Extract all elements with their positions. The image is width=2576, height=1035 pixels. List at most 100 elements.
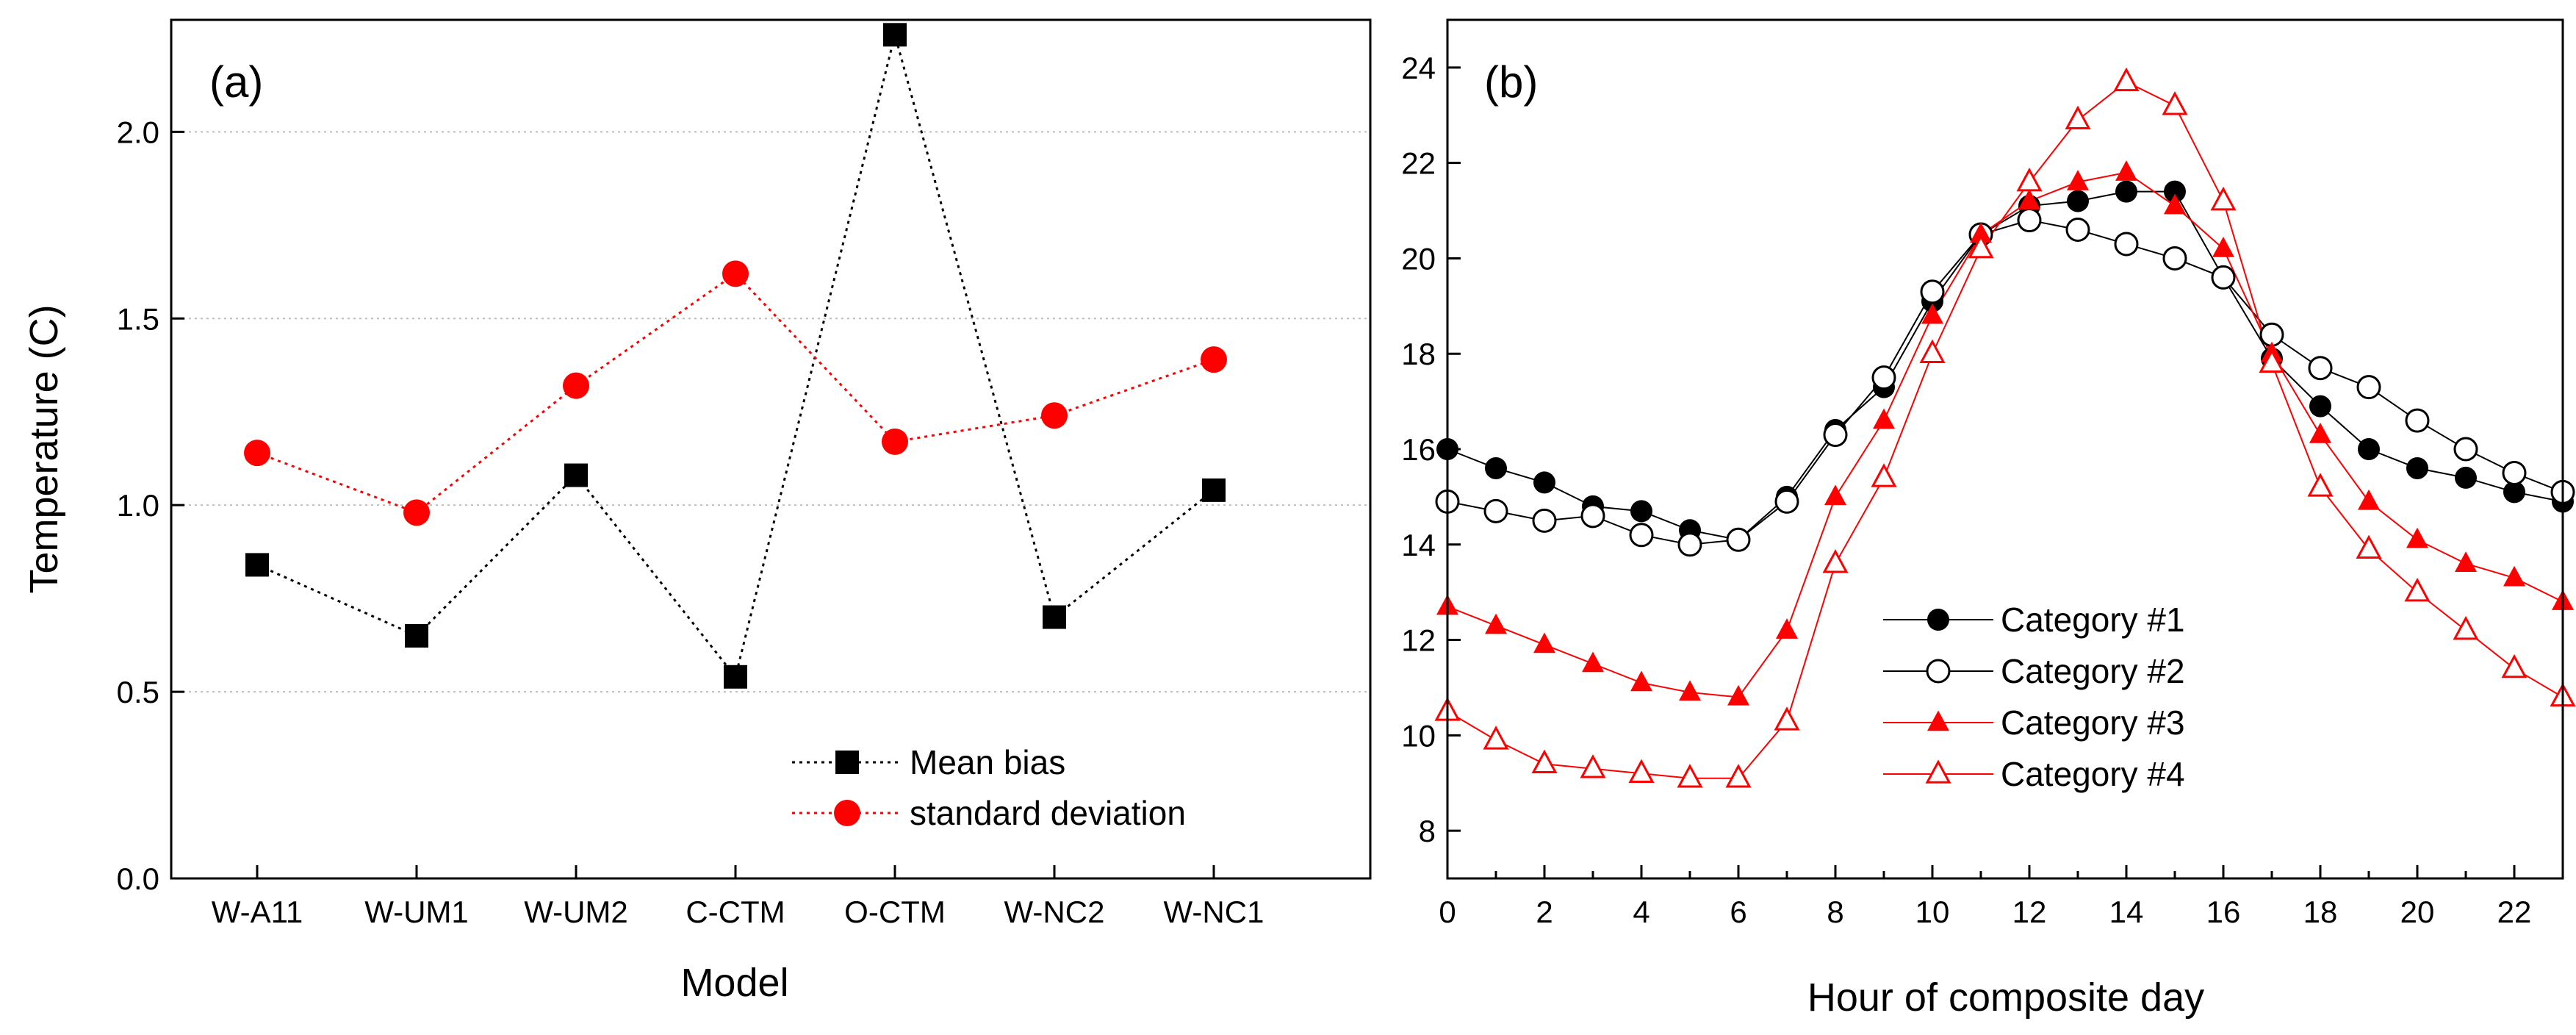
panel-b-data-point: [2501, 653, 2528, 678]
panel-a-data-point: [1043, 605, 1066, 629]
panel-b-legend-marker: [1927, 609, 1949, 631]
panel-a-gridlines: [171, 131, 1370, 693]
panel-b-data-point: [1726, 527, 1751, 552]
panel-b-x-tick-label: 14: [2109, 895, 2144, 929]
panel-b-y-tick-label: 12: [1401, 623, 1436, 658]
panel-b-data-point: [1580, 504, 1605, 529]
panel-b-data-point: [1824, 484, 1846, 506]
panel-b-data-point: [2210, 186, 2237, 211]
panel-b-data-point: [2067, 170, 2089, 190]
panel-b-data-point: [2307, 473, 2334, 497]
panel-a-data-point: [405, 623, 428, 648]
panel-b-x-tick-label: 22: [2497, 895, 2532, 929]
panel-b-data-point: [1725, 764, 1752, 788]
panel-b-data-point: [2017, 208, 2042, 233]
panel-a-data-point: [563, 372, 589, 399]
panel-b-data-point: [2065, 218, 2090, 243]
panel-b-data-point: [1871, 365, 1896, 390]
panel-a-data-point: [564, 463, 588, 487]
panel-a-data-point: [882, 428, 908, 455]
panel-b-data-point: [2115, 180, 2137, 203]
panel-b-legend: Category #1 Category #2 Category #3 Categor…: [1883, 601, 2185, 793]
panel-a-data-point: [1041, 402, 1068, 429]
panel-b-data-point: [1774, 489, 1799, 514]
panel-b-data-point: [2406, 527, 2428, 548]
panel-b-data-point: [2455, 466, 2477, 489]
panel-a-label: (a): [209, 57, 263, 107]
panel-b-data-point: [1630, 500, 1652, 523]
panel-b-data-point: [2018, 189, 2040, 209]
panel-a-series: [244, 23, 1227, 689]
panel-b-x-tick-label: 20: [2400, 895, 2435, 929]
panel-a-legend-marker: [834, 800, 860, 826]
panel-b-data-point: [2503, 565, 2525, 587]
panel-b-data-point: [2453, 437, 2478, 462]
panel-a-chart: 0.0 0.5 1.0 1.5 2.0 W-A11 W-UM1 W-UM2 C-CTM O-CTM…: [22, 18, 1372, 1005]
panel-b-data-point: [2259, 348, 2285, 373]
panel-b-data-point: [2162, 91, 2188, 115]
panel-b-data-point: [1533, 471, 1555, 494]
panel-b-data-point: [2016, 167, 2043, 192]
panel-a-y-tick-label: 1.0: [117, 488, 159, 523]
panel-b-legend-label: Category #3: [2001, 703, 2185, 742]
panel-b-y-tick-label: 24: [1401, 51, 1436, 85]
panel-a-data-point: [245, 553, 269, 577]
panel-b-data-point: [1871, 463, 1897, 487]
panel-b-data-point: [2455, 551, 2477, 572]
panel-b-legend-label: Category #1: [2001, 601, 2185, 639]
panel-b-x-axis-title: Hour of composite day: [1807, 975, 2204, 1020]
panel-b-series-line: [1447, 219, 2564, 545]
panel-b-x-tick-label: 8: [1827, 895, 1843, 929]
panel-b-data-point: [1774, 706, 1800, 731]
panel-a-x-tick-label: W-NC2: [1004, 895, 1105, 929]
panel-b-y-tick-label: 20: [1401, 241, 1436, 276]
panel-b-data-point: [1580, 754, 1606, 778]
panel-a-x-axis-title: Model: [680, 961, 788, 1005]
panel-b-data-point: [1629, 523, 1654, 548]
panel-a-legend: Mean bias standard deviation: [792, 743, 1186, 832]
panel-b-x-tick-label: 10: [1915, 895, 1950, 929]
panel-b-data-point: [1921, 303, 1943, 324]
panel-b-data-point: [1920, 279, 1945, 304]
panel-a-y-axis-title: Temperature (C): [22, 304, 66, 593]
panel-a-legend-label: Mean bias: [910, 743, 1065, 781]
panel-b-legend-label: Category #2: [2001, 652, 2185, 690]
panel-b-x-tick-label: 6: [1730, 895, 1746, 929]
panel-b-data-point: [1823, 423, 1848, 448]
panel-b-data-point: [2309, 395, 2331, 418]
panel-b-data-point: [2358, 489, 2380, 510]
panel-b-x-tick-label: 4: [1633, 895, 1649, 929]
panel-b-data-point: [1677, 764, 1703, 788]
panel-b-data-point: [2453, 615, 2479, 640]
panel-a-data-point: [724, 665, 747, 689]
panel-b-data-point: [2404, 578, 2431, 602]
panel-b-data-point: [2356, 534, 2382, 559]
panel-b-data-point: [2164, 180, 2186, 203]
panel-b-data-point: [1532, 508, 1557, 533]
panel-b-data-point: [1630, 670, 1652, 692]
panel-a-data-point: [403, 499, 430, 526]
panel-a-y-tick-label: 0.5: [117, 675, 159, 709]
panel-b-data-point: [1483, 498, 1508, 523]
panel-b-data-point: [2065, 105, 2091, 130]
panel-a-x-tick-label: W-UM1: [364, 895, 469, 929]
panel-b-plot-frame: [1446, 18, 2564, 880]
panel-a-plot-frame: [170, 18, 1372, 880]
panel-a-x-tick-label: W-UM2: [524, 895, 628, 929]
panel-b-y-tick-label: 10: [1401, 718, 1436, 753]
panel-a-y-tick-label: 2.0: [117, 115, 159, 149]
panel-b-y-tick-label: 8: [1419, 814, 1436, 848]
panel-b-data-point: [1919, 339, 1946, 363]
panel-b-x-tick-label: 16: [2206, 895, 2241, 929]
panel-b-legend-marker: [1927, 710, 1949, 731]
panel-a-data-point: [883, 23, 907, 47]
panel-a-y-tick-label: 1.5: [117, 301, 159, 336]
panel-b-data-point: [1582, 651, 1604, 673]
panel-b-data-point: [1485, 613, 1507, 634]
panel-b-x-tick-label: 2: [1536, 895, 1553, 929]
panel-b-y-tick-label: 18: [1401, 337, 1436, 371]
panel-b-x-tick-label: 12: [2012, 895, 2047, 929]
